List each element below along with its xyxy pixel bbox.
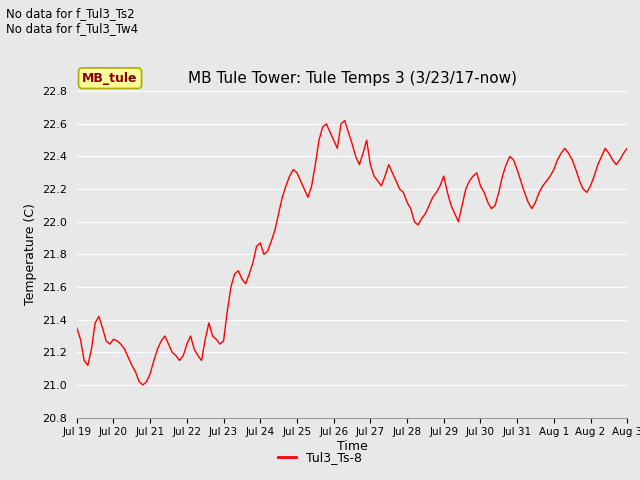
Text: No data for f_Tul3_Ts2: No data for f_Tul3_Ts2 [6,7,135,20]
Title: MB Tule Tower: Tule Temps 3 (3/23/17-now): MB Tule Tower: Tule Temps 3 (3/23/17-now… [188,71,516,86]
X-axis label: Time: Time [337,440,367,453]
Text: MB_tule: MB_tule [83,72,138,84]
Text: No data for f_Tul3_Tw4: No data for f_Tul3_Tw4 [6,22,138,35]
Y-axis label: Temperature (C): Temperature (C) [24,204,36,305]
Legend: Tul3_Ts-8: Tul3_Ts-8 [273,446,367,469]
